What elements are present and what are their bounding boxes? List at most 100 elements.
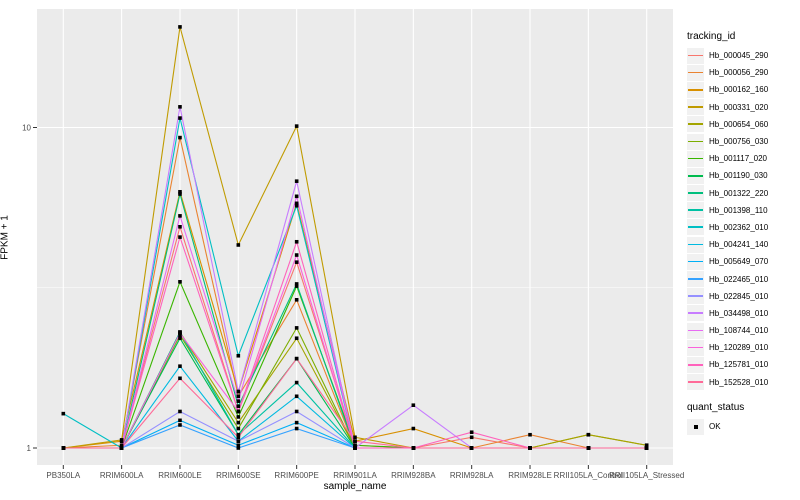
legend-label: Hb_152528_010 — [709, 377, 769, 387]
data-point — [178, 409, 182, 414]
legend-label: Hb_108744_010 — [709, 326, 769, 336]
data-point — [178, 423, 182, 427]
data-point — [294, 420, 299, 425]
data-point — [236, 353, 241, 358]
legend-item-Hb_005649_070: Hb_005649_070 — [687, 253, 799, 270]
legend-key-box — [687, 322, 704, 339]
data-point — [411, 403, 416, 408]
data-point — [353, 435, 357, 440]
data-point — [236, 446, 241, 450]
legend-key-box — [687, 202, 704, 219]
data-point — [178, 235, 182, 239]
x-tick-label: RRIM600LA — [100, 471, 144, 480]
legend-item-Hb_001117_020: Hb_001117_020 — [687, 150, 799, 167]
data-point — [236, 432, 241, 437]
x-tick-label: RRIM928LA — [450, 471, 494, 480]
legend-item-Hb_022465_010: Hb_022465_010 — [687, 270, 799, 288]
legend-line-swatch-icon — [688, 209, 703, 211]
legend-item-Hb_152528_010: Hb_152528_010 — [687, 374, 799, 391]
data-point — [586, 432, 591, 437]
data-point — [294, 239, 299, 244]
x-tick-label: RRIM928LE — [508, 471, 552, 480]
legend-label: Hb_000756_030 — [709, 137, 769, 147]
data-point — [294, 298, 299, 302]
y-tick-label: 1 — [27, 444, 32, 453]
legend-line-swatch-icon — [688, 329, 703, 332]
data-point — [644, 443, 649, 448]
x-tick-label: RRII105LA_Stressed — [609, 471, 684, 480]
data-point — [236, 409, 241, 414]
x-tick-label: RRIM928BA — [391, 471, 436, 480]
data-point — [236, 389, 241, 394]
legend-item-Hb_022845_010: Hb_022845_010 — [687, 288, 799, 305]
legend-item-Hb_120289_010: Hb_120289_010 — [687, 339, 799, 356]
x-tick-label: RRIM901LA — [333, 471, 377, 480]
legend-label: Hb_022845_010 — [709, 291, 769, 301]
legend-line-swatch-icon — [688, 174, 703, 177]
legend-item-Hb_108744_010: Hb_108744_010 — [687, 322, 799, 339]
x-axis-title: sample_name — [323, 481, 387, 492]
data-point — [294, 124, 299, 128]
legend-item-list: Hb_000045_290 Hb_000056_290 Hb_000162_160 H… — [687, 47, 799, 391]
legend-item-quant-ok: OK — [687, 418, 799, 435]
legend-line-swatch-icon — [688, 88, 703, 91]
square-point-icon — [693, 424, 698, 429]
legend-line-swatch-icon — [688, 363, 703, 366]
legend-label: Hb_125781_010 — [709, 360, 769, 370]
data-point — [178, 280, 182, 284]
data-point — [411, 446, 416, 450]
data-point — [236, 399, 241, 403]
legend-key-box — [687, 99, 704, 116]
legend-key-box — [687, 167, 704, 184]
legend-label: Hb_034498_010 — [709, 308, 769, 318]
legend-key-box — [687, 116, 704, 133]
legend-item-Hb_001398_110: Hb_001398_110 — [687, 202, 799, 219]
legend-key-box — [687, 236, 704, 253]
legend-line-swatch-icon — [688, 226, 703, 229]
data-point — [353, 443, 357, 448]
y-tick-label: 10 — [22, 123, 31, 132]
data-point — [236, 243, 241, 247]
legend-key-box — [687, 374, 704, 391]
legend-line-swatch-icon — [688, 312, 703, 314]
data-point — [294, 260, 299, 264]
data-point — [294, 284, 299, 288]
legend-line-swatch-icon — [688, 71, 703, 74]
data-point — [236, 426, 241, 431]
data-point — [178, 336, 182, 341]
data-point — [236, 435, 241, 440]
legend-line-swatch-icon — [688, 54, 703, 57]
data-point — [178, 331, 182, 336]
data-point — [586, 446, 591, 450]
legend-label: Hb_005649_070 — [709, 257, 769, 267]
data-point — [236, 443, 241, 448]
data-point — [178, 190, 182, 194]
legend-line-swatch-icon — [688, 346, 703, 349]
legend-label: Hb_000331_020 — [709, 102, 769, 112]
legend-label: OK — [709, 422, 721, 432]
data-point — [294, 426, 299, 431]
legend-title-quant: quant_status — [687, 402, 745, 413]
legend-key-box — [687, 339, 704, 356]
legend-line-swatch-icon — [688, 123, 703, 125]
data-point — [294, 356, 299, 361]
legend-title-tracking: tracking_id — [687, 31, 736, 42]
legend-key-box — [687, 356, 704, 373]
legend-item-Hb_000331_020: Hb_000331_020 — [687, 99, 799, 116]
data-point — [294, 194, 299, 199]
data-point — [178, 214, 182, 218]
data-point — [236, 439, 241, 444]
data-point — [353, 446, 357, 450]
legend-label: Hb_022465_010 — [709, 274, 769, 284]
data-point — [178, 364, 182, 368]
data-point — [528, 432, 532, 437]
legend-label: Hb_002362_010 — [709, 222, 769, 232]
x-tick-label: PB350LA — [46, 471, 80, 480]
legend-line-swatch-icon — [688, 260, 703, 263]
x-tick-label: RRIM600SE — [216, 471, 260, 480]
y-axis-title: FPKM + 1 — [0, 215, 11, 260]
legend-label: Hb_001398_110 — [709, 205, 768, 215]
legend-tracking: tracking_id Hb_000045_290 Hb_000056_290 Hb… — [687, 31, 799, 391]
legend-key-box — [687, 271, 704, 288]
